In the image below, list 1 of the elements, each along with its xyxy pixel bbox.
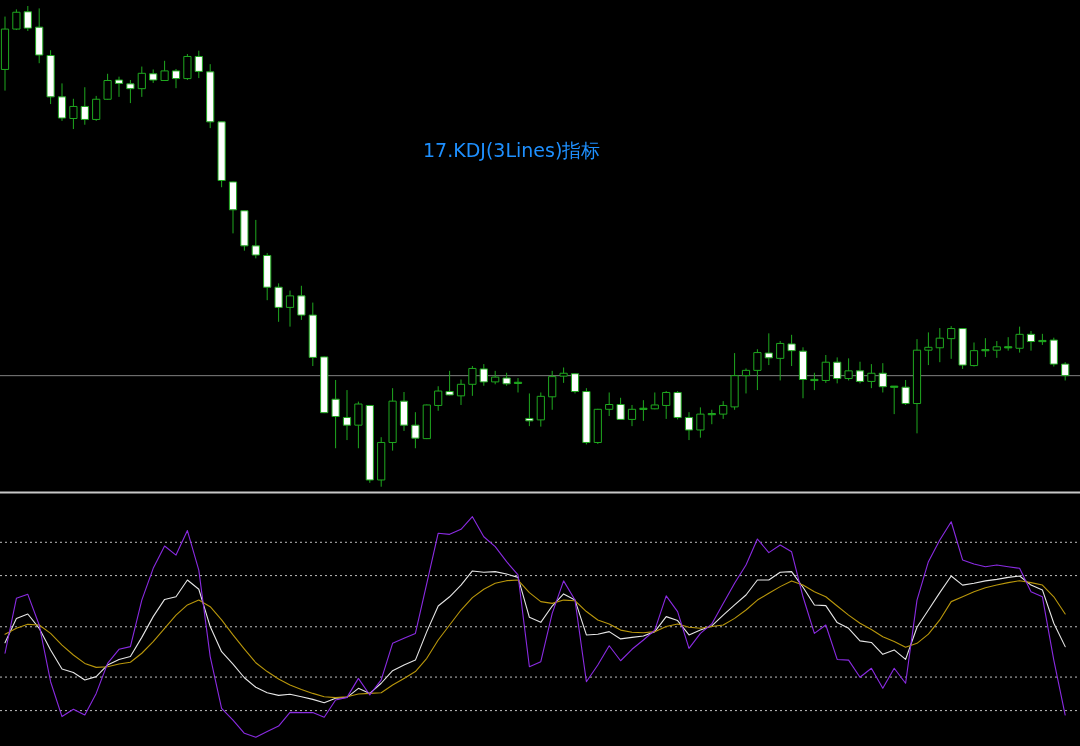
title: 17.KDJ(3Lines)指标 bbox=[423, 139, 601, 161]
